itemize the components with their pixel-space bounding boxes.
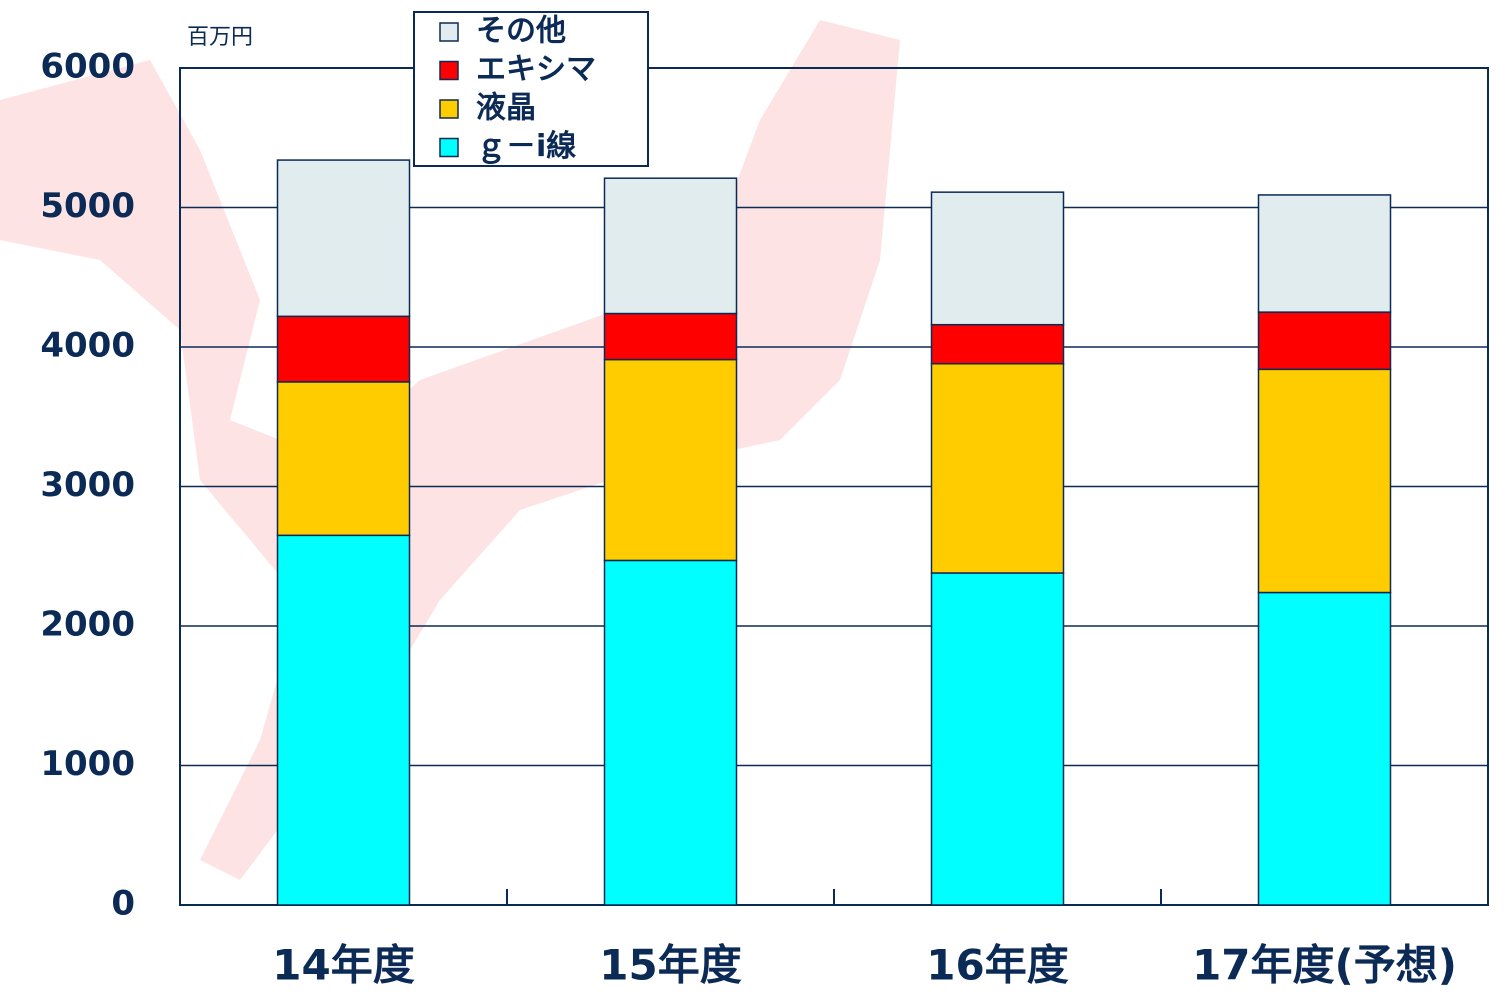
legend-label: ｇ－i線 xyxy=(476,129,576,164)
bar-segment xyxy=(276,315,411,383)
x-tick-label: 14年度 xyxy=(272,941,414,990)
bar-segment xyxy=(276,381,411,537)
bar-segment xyxy=(603,559,738,906)
bar-segment xyxy=(930,362,1065,574)
y-tick-label: 5000 xyxy=(40,186,135,226)
legend-swatch xyxy=(439,99,459,119)
bar-segment xyxy=(930,323,1065,365)
y-tick-label: 3000 xyxy=(40,465,135,505)
legend-label: その他 xyxy=(476,14,566,49)
legend-label: エキシマ xyxy=(476,52,596,87)
bar-segment xyxy=(603,358,738,562)
bar-segment xyxy=(1257,368,1392,594)
bar-segment xyxy=(276,534,411,906)
x-tick-label: 15年度 xyxy=(599,941,741,990)
legend-swatch xyxy=(439,137,459,158)
x-tick-label: 16年度 xyxy=(926,941,1068,990)
bar-segment xyxy=(930,572,1065,906)
bar-segment xyxy=(1257,591,1392,906)
y-tick-label: 4000 xyxy=(40,326,135,366)
y-tick-label: 2000 xyxy=(40,605,135,645)
y-tick-label: 1000 xyxy=(40,744,135,784)
y-tick-label: 6000 xyxy=(40,47,135,87)
bar-segment xyxy=(1257,311,1392,371)
background-map xyxy=(0,20,900,880)
bar-segment xyxy=(930,191,1065,326)
unit-label: 百万円 xyxy=(187,25,253,50)
bar-segment xyxy=(603,177,738,315)
x-tick-label: 17年度(予想) xyxy=(1192,941,1457,990)
legend-swatch xyxy=(439,60,459,81)
legend-label: 液晶 xyxy=(476,91,536,126)
y-tick-label: 0 xyxy=(111,884,135,924)
bar-segment xyxy=(1257,194,1392,313)
bar-segment xyxy=(603,312,738,361)
legend-swatch xyxy=(439,22,459,42)
bar-segment xyxy=(276,159,411,318)
